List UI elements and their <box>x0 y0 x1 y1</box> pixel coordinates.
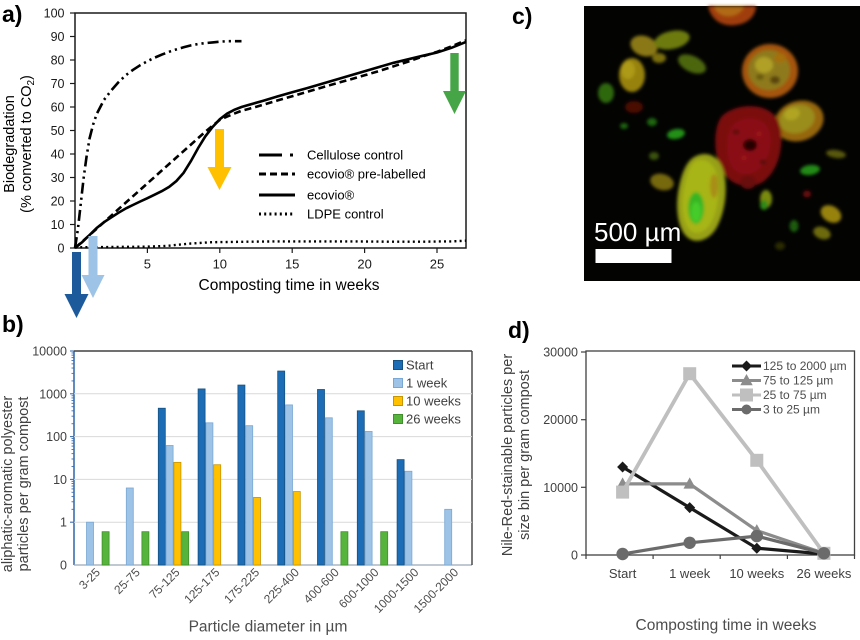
svg-text:Particle diameter in µm: Particle diameter in µm <box>189 619 348 636</box>
svg-text:0: 0 <box>58 241 65 255</box>
svg-text:20: 20 <box>51 194 65 208</box>
svg-text:30000: 30000 <box>543 346 578 360</box>
svg-text:15: 15 <box>285 257 299 272</box>
svg-text:Cellulose control: Cellulose control <box>307 148 403 163</box>
svg-text:500 µm: 500 µm <box>594 217 681 247</box>
svg-text:Nile-Red-stainable particles p: Nile-Red-stainable particles per <box>500 354 516 556</box>
svg-text:1000: 1000 <box>39 387 67 401</box>
svg-text:75 to 125 µm: 75 to 125 µm <box>763 374 833 388</box>
svg-text:Composting time in weeks: Composting time in weeks <box>199 277 380 294</box>
svg-text:1: 1 <box>60 516 67 530</box>
svg-text:0: 0 <box>571 549 578 563</box>
svg-text:10: 10 <box>53 473 67 487</box>
svg-text:LDPE control: LDPE control <box>307 207 384 222</box>
svg-text:10000: 10000 <box>32 345 67 359</box>
svg-text:Start: Start <box>406 358 434 373</box>
svg-text:40: 40 <box>51 147 65 161</box>
svg-text:ecovio®: ecovio® <box>307 188 355 203</box>
svg-text:aliphatic-aromatic polyester: aliphatic-aromatic polyester <box>0 396 16 573</box>
svg-text:c): c) <box>512 3 532 29</box>
svg-text:10000: 10000 <box>543 481 578 495</box>
svg-text:80: 80 <box>51 53 65 67</box>
svg-text:3 to 25 µm: 3 to 25 µm <box>763 403 820 417</box>
svg-text:5: 5 <box>144 257 151 272</box>
svg-text:a): a) <box>2 1 22 27</box>
svg-text:ecovio® pre-labelled: ecovio® pre-labelled <box>307 167 426 182</box>
svg-text:10 weeks: 10 weeks <box>729 566 784 581</box>
svg-text:b): b) <box>2 311 24 337</box>
svg-text:30: 30 <box>51 171 65 185</box>
svg-text:26 weeks: 26 weeks <box>406 412 461 427</box>
svg-text:20000: 20000 <box>543 413 578 427</box>
svg-text:25: 25 <box>430 257 444 272</box>
svg-text:Composting time in weeks: Composting time in weeks <box>636 617 817 634</box>
svg-text:60: 60 <box>51 100 65 114</box>
svg-text:10: 10 <box>51 218 65 232</box>
svg-text:70: 70 <box>51 77 65 91</box>
svg-text:particles per gram compost: particles per gram compost <box>16 397 32 572</box>
svg-text:50: 50 <box>51 124 65 138</box>
svg-text:0: 0 <box>60 559 67 573</box>
svg-text:25 to 75 µm: 25 to 75 µm <box>763 388 827 402</box>
svg-text:Start: Start <box>609 566 637 581</box>
svg-text:100: 100 <box>46 430 67 444</box>
svg-text:125 to 2000 µm: 125 to 2000 µm <box>763 359 847 373</box>
svg-text:10: 10 <box>213 257 227 272</box>
svg-text:size bin per gram compost: size bin per gram compost <box>517 370 533 540</box>
svg-text:Biodegradation: Biodegradation <box>2 95 18 193</box>
svg-text:1 week: 1 week <box>669 566 711 581</box>
svg-text:1 week: 1 week <box>406 376 448 391</box>
svg-text:10 weeks: 10 weeks <box>406 394 461 409</box>
svg-text:(% converted to CO2): (% converted to CO2) <box>19 75 37 213</box>
svg-text:100: 100 <box>44 6 65 20</box>
svg-text:d): d) <box>508 317 530 343</box>
svg-text:20: 20 <box>357 257 371 272</box>
svg-text:90: 90 <box>51 30 65 44</box>
svg-text:26 weeks: 26 weeks <box>796 566 851 581</box>
